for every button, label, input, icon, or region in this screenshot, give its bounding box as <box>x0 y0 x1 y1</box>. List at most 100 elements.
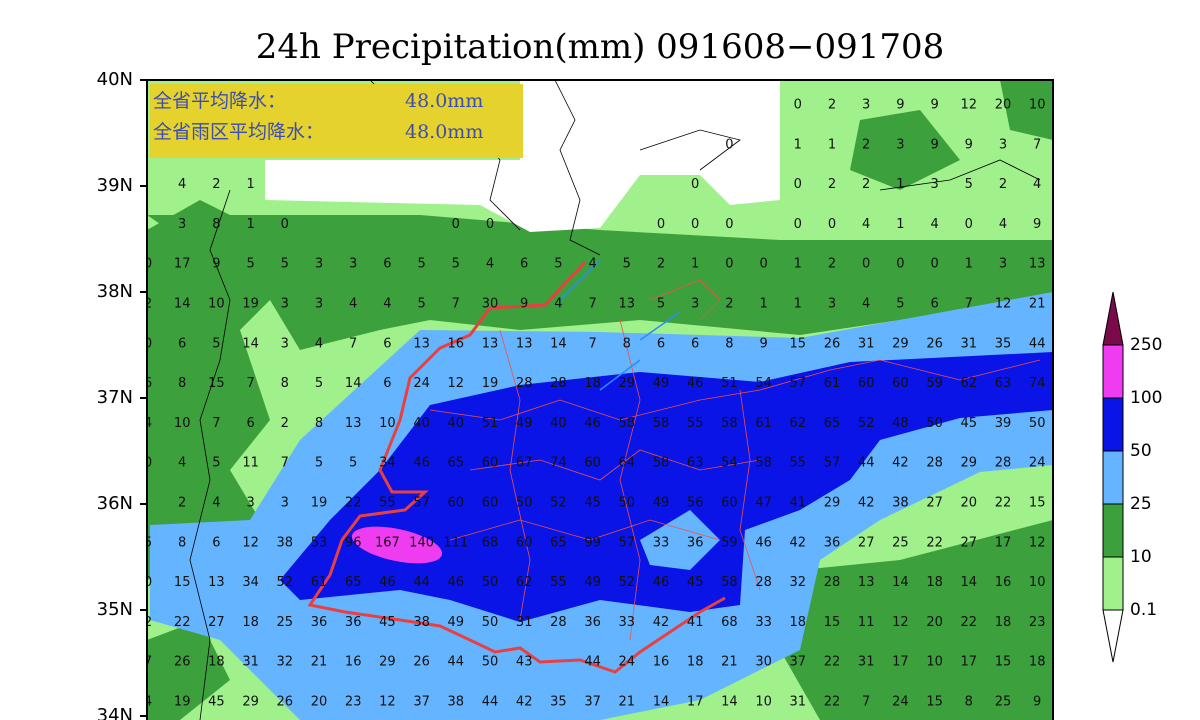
grid-value: 10 <box>1029 98 1046 113</box>
grid-value: 31 <box>790 695 807 710</box>
grid-value: 60 <box>721 496 738 511</box>
grid-value: 2 <box>862 137 870 152</box>
grid-value: 2 <box>212 177 220 192</box>
grid-value: 52 <box>550 496 567 511</box>
grid-value: 0 <box>725 137 733 152</box>
grid-value: 7 <box>144 655 152 670</box>
grid-value: 3 <box>246 496 254 511</box>
grid-value: 29 <box>619 376 636 391</box>
grid-value: 57 <box>824 456 841 471</box>
grid-value: 25 <box>995 695 1012 710</box>
grid-value: 8 <box>725 336 733 351</box>
grid-value: 45 <box>584 496 601 511</box>
grid-value: 36 <box>687 535 704 550</box>
grid-value: 60 <box>858 376 875 391</box>
grid-value: 52 <box>277 575 294 590</box>
grid-value: 33 <box>755 615 772 630</box>
blue-area <box>280 352 1053 622</box>
grid-value: 13 <box>413 336 430 351</box>
grid-value: 8 <box>281 376 289 391</box>
grid-value: 40 <box>413 416 430 431</box>
grid-value: 12 <box>961 98 978 113</box>
grid-value: 5 <box>246 257 254 272</box>
grid-value: 0 <box>144 336 152 351</box>
grid-value: 60 <box>448 496 465 511</box>
grid-value: 13 <box>482 336 499 351</box>
legend-label: 25 <box>1130 494 1152 514</box>
grid-value: 3 <box>828 297 836 312</box>
magenta-area <box>351 526 443 564</box>
grid-value: 14 <box>174 297 191 312</box>
colorbar: 250 100 50 25 10 0.1 <box>1102 291 1162 663</box>
grid-value: 14 <box>345 376 362 391</box>
grid-value: 2 <box>144 297 152 312</box>
legend-label: 10 <box>1130 547 1152 567</box>
grid-value: 2 <box>178 496 186 511</box>
grid-value: 5 <box>315 456 323 471</box>
legend-label: 0.1 <box>1130 600 1157 620</box>
grid-value: 27 <box>961 535 978 550</box>
city-borders <box>429 279 1041 641</box>
grid-value: 28 <box>926 456 943 471</box>
province-border <box>307 260 726 674</box>
info-value: 48.0mm <box>405 90 483 112</box>
grid-value: 54 <box>721 456 738 471</box>
grid-value: 64 <box>619 456 636 471</box>
grid-value: 6 <box>691 336 699 351</box>
latitude-label: 39N <box>97 175 133 196</box>
grid-value: 28 <box>516 376 533 391</box>
grid-value: 28 <box>550 615 567 630</box>
grid-value: 49 <box>584 575 601 590</box>
grid-value: 5 <box>896 297 904 312</box>
grid-value: 67 <box>516 456 533 471</box>
grid-value: 48 <box>892 416 909 431</box>
grid-value: 2 <box>828 177 836 192</box>
grid-value: 9 <box>1033 217 1041 232</box>
grid-value: 7 <box>212 416 220 431</box>
grid-value: 35 <box>995 336 1012 351</box>
grid-value: 5 <box>417 297 425 312</box>
grid-value: 14 <box>242 336 259 351</box>
grid-value: 5 <box>212 336 220 351</box>
grid-value: 23 <box>1029 615 1046 630</box>
grid-value: 4 <box>212 496 220 511</box>
grid-value: 7 <box>246 376 254 391</box>
grid-value: 50 <box>482 615 499 630</box>
grid-value: 61 <box>824 376 841 391</box>
grid-value: 15 <box>995 655 1012 670</box>
grid-value: 3 <box>999 257 1007 272</box>
grid-value: 49 <box>653 496 670 511</box>
grid-value: 0 <box>965 217 973 232</box>
grid-value: 3 <box>315 297 323 312</box>
grid-value: 19 <box>174 695 191 710</box>
grid-value: 55 <box>550 575 567 590</box>
grid-value: 26 <box>824 336 841 351</box>
grid-value: 1 <box>794 257 802 272</box>
grid-value: 20 <box>995 98 1012 113</box>
grid-value: 22 <box>995 496 1012 511</box>
grid-value: 8 <box>315 416 323 431</box>
grid-value: 6 <box>212 535 220 550</box>
grid-value: 3 <box>281 336 289 351</box>
grid-value: 74 <box>1029 376 1046 391</box>
latitude-label: 35N <box>97 599 133 620</box>
grid-value: 12 <box>379 695 396 710</box>
grid-value: 18 <box>926 575 943 590</box>
info-label: 全省雨区平均降水： <box>153 121 324 143</box>
latitude-label: 40N <box>97 69 133 90</box>
grid-value: 29 <box>242 695 259 710</box>
grid-value: 4 <box>349 297 357 312</box>
legend-label: 100 <box>1130 388 1162 408</box>
grid-value: 3 <box>281 496 289 511</box>
grid-value: 54 <box>755 376 772 391</box>
grid-value: 19 <box>242 297 259 312</box>
grid-value: 9 <box>896 98 904 113</box>
grid-value: 2 <box>999 177 1007 192</box>
grid-value: 37 <box>584 695 601 710</box>
info-value: 48.0mm <box>405 121 483 143</box>
grid-value: 61 <box>311 575 328 590</box>
grid-value: 7 <box>1033 137 1041 152</box>
grid-value: 4 <box>588 257 596 272</box>
grid-value: 30 <box>482 297 499 312</box>
grid-value: 68 <box>721 615 738 630</box>
